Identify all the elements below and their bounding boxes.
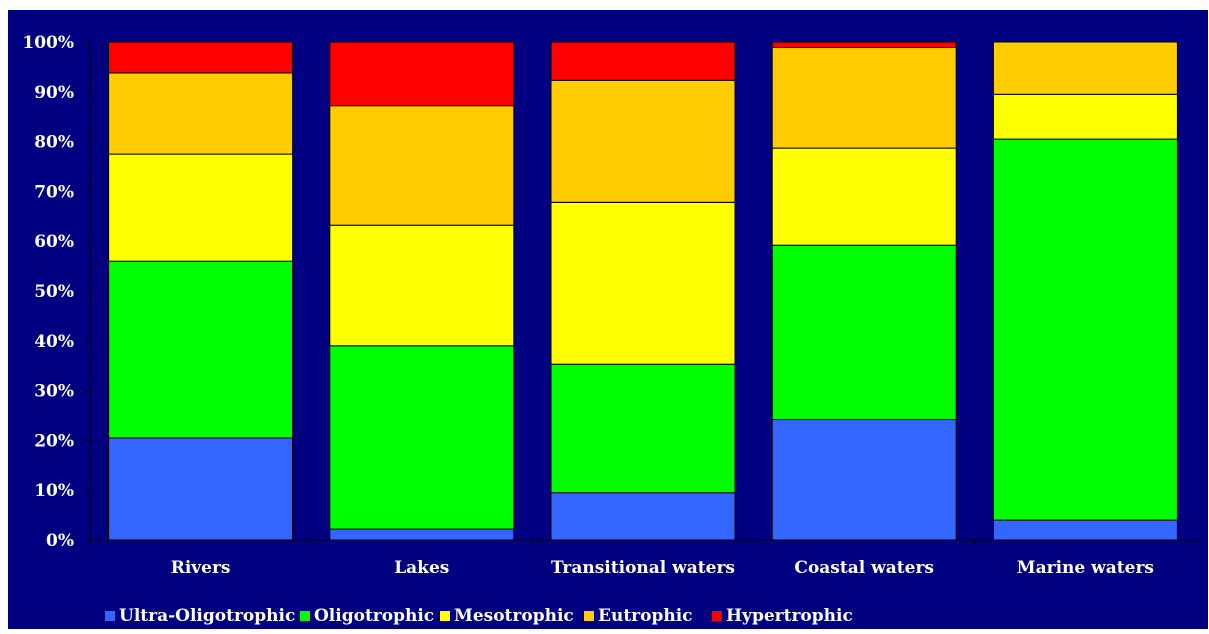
y-tick-label: 40%	[34, 332, 74, 352]
legend-item: Ultra-Oligotrophic	[105, 606, 295, 626]
bar-segment-oligotrophic	[329, 345, 515, 530]
legend-swatch	[300, 611, 310, 621]
bar-segment-oligotrophic	[108, 260, 294, 439]
x-tick-label: Transitional waters	[551, 558, 735, 578]
y-tick-label: 50%	[34, 282, 74, 302]
bar-segment-eutrophic	[108, 72, 294, 155]
bar-segment-mesotrophic	[108, 153, 294, 262]
y-tick-label: 60%	[34, 232, 74, 252]
legend-item: Mesotrophic	[440, 606, 574, 626]
bar-segment-hypertrophic	[550, 41, 736, 81]
y-tick-label: 70%	[34, 182, 74, 202]
y-tick-label: 10%	[34, 481, 74, 501]
legend-label: Eutrophic	[598, 606, 693, 626]
x-tick-label: Lakes	[394, 558, 449, 578]
legend-swatch	[440, 611, 450, 621]
y-tick-label: 90%	[34, 83, 74, 103]
legend-label: Hypertrophic	[726, 606, 853, 626]
legend-label: Ultra-Oligotrophic	[119, 606, 295, 626]
legend-label: Oligotrophic	[314, 606, 434, 626]
bar-segment-eutrophic	[550, 79, 736, 203]
legend-label: Mesotrophic	[454, 606, 574, 626]
legend-item: Hypertrophic	[712, 606, 853, 626]
bar-segment-oligotrophic	[550, 363, 736, 494]
bar-segment-eutrophic	[992, 41, 1178, 95]
legend-swatch	[105, 611, 115, 621]
bar-segment-ultra-oligotrophic	[992, 519, 1178, 541]
x-tick-label: Rivers	[171, 558, 231, 578]
bar-segment-oligotrophic	[771, 244, 957, 420]
bar-segment-ultra-oligotrophic	[108, 437, 294, 541]
bar-segment-ultra-oligotrophic	[771, 419, 957, 541]
bar-segment-mesotrophic	[550, 201, 736, 365]
bar-segment-eutrophic	[771, 47, 957, 149]
bar-segment-eutrophic	[329, 105, 515, 226]
bar-segment-hypertrophic	[771, 41, 957, 48]
x-tick-label: Marine waters	[1017, 558, 1154, 578]
y-tick-label: 20%	[34, 431, 74, 451]
legend-item: Oligotrophic	[300, 606, 434, 626]
legend-swatch	[584, 611, 594, 621]
legend-item: Eutrophic	[584, 606, 693, 626]
y-tick-label: 30%	[34, 382, 74, 402]
bar-segment-mesotrophic	[329, 224, 515, 347]
bar-segment-ultra-oligotrophic	[550, 492, 736, 541]
bar-segment-hypertrophic	[108, 41, 294, 74]
bar-segment-mesotrophic	[771, 147, 957, 246]
bar-segment-oligotrophic	[992, 138, 1178, 521]
x-tick-label: Coastal waters	[794, 558, 934, 578]
bar-segment-ultra-oligotrophic	[329, 528, 515, 541]
y-tick-label: 100%	[22, 33, 74, 53]
bar-segment-hypertrophic	[329, 41, 515, 107]
bar-segment-mesotrophic	[992, 93, 1178, 140]
y-tick-label: 0%	[46, 531, 74, 551]
y-tick-label: 80%	[34, 133, 74, 153]
legend-swatch	[712, 611, 722, 621]
